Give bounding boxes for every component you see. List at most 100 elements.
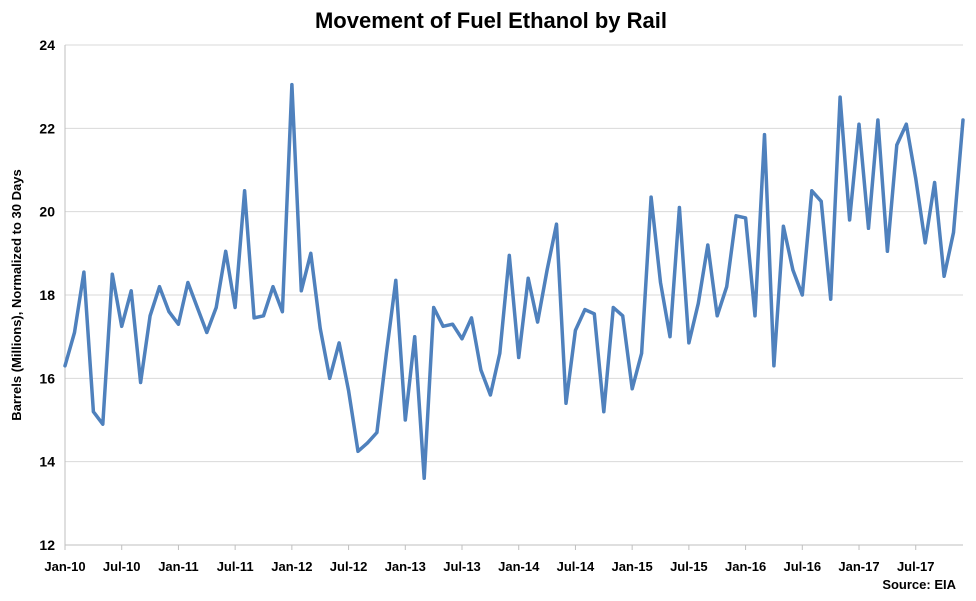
data-point	[488, 393, 492, 397]
data-point	[573, 328, 577, 332]
data-point	[677, 206, 681, 209]
x-tick-label: Jan-17	[838, 559, 879, 574]
data-point	[422, 476, 426, 480]
x-tick-label: Jul-13	[443, 559, 481, 574]
data-point	[592, 312, 596, 316]
x-tick-label: Jul-17	[897, 559, 935, 574]
data-point	[668, 335, 672, 339]
x-tick-label: Jul-12	[330, 559, 368, 574]
data-point	[63, 364, 67, 368]
data-point	[469, 316, 473, 320]
data-point	[829, 297, 833, 301]
data-point	[848, 218, 852, 222]
data-point	[933, 181, 937, 184]
data-point	[630, 387, 634, 391]
data-point	[687, 341, 691, 345]
data-point	[725, 285, 729, 289]
data-point	[706, 243, 710, 247]
y-tick-labels: 12 14 16 18 20 22 24	[39, 37, 55, 553]
data-point	[441, 324, 445, 328]
source-note: Source: EIA	[882, 577, 956, 592]
data-point	[952, 231, 956, 234]
data-point	[243, 189, 247, 193]
data-point	[696, 301, 700, 305]
data-point	[640, 351, 644, 355]
data-point	[337, 341, 341, 345]
data-point	[885, 249, 889, 253]
data-point	[347, 389, 351, 393]
y-axis-label: Barrels (Millions), Normalized to 30 Day…	[9, 169, 24, 420]
y-tick-label: 18	[39, 287, 55, 303]
y-tick-label: 16	[39, 370, 55, 386]
axes	[64, 45, 963, 546]
data-point	[167, 310, 171, 314]
y-tick-label: 24	[39, 37, 55, 53]
data-point	[744, 216, 748, 220]
data-point	[186, 281, 190, 284]
data-point	[365, 441, 369, 445]
data-point	[158, 285, 162, 289]
chart-title: Movement of Fuel Ethanol by Rail	[315, 8, 667, 33]
data-point	[895, 143, 899, 147]
gridlines	[65, 44, 963, 463]
y-tick-label: 12	[39, 537, 55, 553]
data-point	[762, 133, 766, 137]
data-point	[602, 410, 606, 414]
data-point	[82, 270, 86, 274]
data-point	[309, 251, 313, 255]
x-tick-label: Jan-16	[725, 559, 766, 574]
x-tick-label: Jul-14	[557, 559, 595, 574]
x-tick-label: Jul-10	[103, 559, 141, 574]
data-point	[101, 422, 105, 426]
data-point	[224, 249, 228, 253]
data-point	[252, 316, 256, 320]
data-point	[611, 306, 615, 309]
data-point	[356, 449, 360, 453]
data-point	[451, 322, 455, 326]
x-tick-label: Jan-12	[271, 559, 312, 574]
data-point	[72, 331, 76, 334]
x-tick-label: Jan-14	[498, 559, 540, 574]
x-tick-label: Jan-11	[158, 559, 198, 574]
data-point	[195, 306, 199, 309]
data-point	[857, 122, 861, 126]
x-tick-labels: Jan-10 Jul-10 Jan-11 Jul-11 Jan-12 Jul-12 Jan-…	[44, 545, 935, 574]
data-point	[526, 276, 530, 280]
data-point	[866, 226, 870, 230]
data-point	[129, 289, 133, 293]
data-point	[781, 224, 785, 228]
data-point	[460, 337, 464, 341]
data-point	[290, 83, 294, 87]
data-point	[734, 214, 738, 218]
data-point	[139, 381, 143, 384]
data-point	[318, 326, 322, 330]
data-point	[299, 289, 303, 293]
series-line	[63, 82, 965, 481]
data-point	[649, 195, 653, 199]
x-tick-label: Jan-15	[612, 559, 653, 574]
data-point	[271, 285, 275, 289]
data-point	[176, 322, 180, 326]
data-point	[432, 306, 436, 309]
data-point	[923, 241, 927, 245]
data-point	[791, 268, 795, 272]
data-point	[564, 401, 568, 405]
data-point	[545, 268, 549, 272]
data-point	[536, 320, 540, 324]
data-point	[479, 368, 483, 372]
data-point	[659, 281, 663, 284]
data-point	[904, 122, 908, 126]
data-point	[110, 272, 114, 276]
x-tick-label: Jan-13	[385, 559, 426, 574]
data-point	[507, 253, 511, 257]
data-point	[810, 189, 814, 193]
data-point	[262, 314, 266, 318]
data-point	[403, 418, 407, 422]
x-tick-label: Jul-16	[784, 559, 822, 574]
data-point	[375, 431, 379, 434]
x-tick-label: Jul-15	[670, 559, 708, 574]
data-point	[517, 356, 521, 359]
data-point	[498, 351, 502, 355]
x-tick-label: Jan-10	[44, 559, 85, 574]
